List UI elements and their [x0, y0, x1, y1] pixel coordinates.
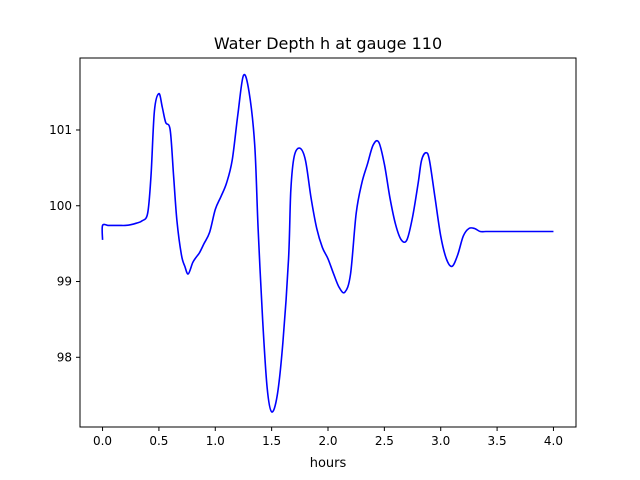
plot-area — [79, 57, 577, 428]
series-line-0 — [101, 73, 554, 413]
x-tick-label: 0.0 — [93, 434, 112, 448]
y-tick-label: 99 — [57, 275, 72, 289]
y-tick-label: 101 — [49, 123, 72, 137]
x-tick-label: 2.5 — [375, 434, 394, 448]
y-tick-label: 100 — [49, 199, 72, 213]
x-tick-label: 4.0 — [544, 434, 563, 448]
x-tick-label: 0.5 — [149, 434, 168, 448]
x-tick-label: 1.5 — [262, 434, 281, 448]
x-ticks: 0.0 0.5 1.0 1.5 2.0 2.5 3.0 3.5 4.0 — [93, 427, 563, 448]
x-tick-label: 1.0 — [206, 434, 225, 448]
series-layer — [101, 73, 554, 413]
y-ticks: 98 99 100 101 — [49, 123, 80, 364]
chart-title: Water Depth h at gauge 110 — [214, 34, 442, 53]
x-tick-label: 3.0 — [431, 434, 450, 448]
y-tick-label: 98 — [57, 350, 72, 364]
x-tick-label: 2.0 — [318, 434, 337, 448]
x-tick-label: 3.5 — [488, 434, 507, 448]
x-axis-label: hours — [310, 456, 347, 471]
